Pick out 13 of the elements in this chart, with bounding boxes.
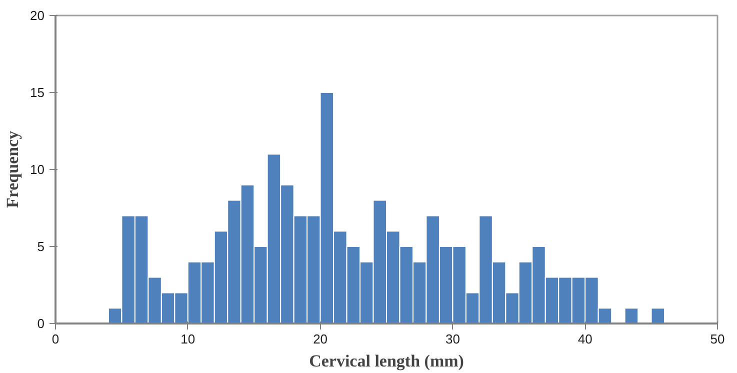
y-tick-label: 20 xyxy=(30,8,45,23)
x-axis-title: Cervical length (mm) xyxy=(309,352,464,370)
x-tick-label: 40 xyxy=(578,332,592,346)
x-tick-label: 0 xyxy=(52,332,60,346)
y-tick-label: 15 xyxy=(30,85,45,100)
y-tick-label: 0 xyxy=(37,316,45,331)
x-tick-label: 10 xyxy=(180,332,196,346)
x-tick-label: 20 xyxy=(313,332,328,346)
x-tick-label: 50 xyxy=(710,332,725,346)
y-axis-title: Frequency xyxy=(3,130,22,208)
x-tick-label: 30 xyxy=(445,332,460,346)
y-tick-label: 5 xyxy=(37,239,45,254)
y-tick-label: 10 xyxy=(30,162,45,177)
